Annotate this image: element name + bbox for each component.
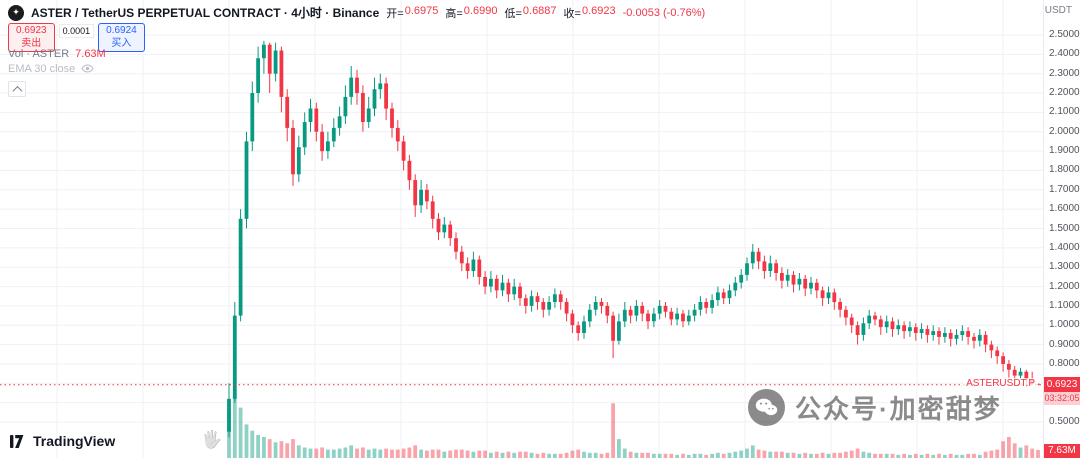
indicator-legend: Vol · ASTER 7.63M EMA 30 close xyxy=(8,46,106,97)
price-axis-label: 2.5000 xyxy=(1049,29,1080,40)
price-axis-label: 1.2000 xyxy=(1049,280,1080,292)
ema-legend-row[interactable]: EMA 30 close xyxy=(8,61,106,76)
price-axis-label: 1.0000 xyxy=(1049,319,1080,331)
volume-axis-badge: 7.63M xyxy=(1044,444,1080,458)
ohlc-row: 开= 0.6975 高= 0.6990 低= 0.6887 收= 0.6923 -0.0… xyxy=(386,5,705,21)
price-axis-label: 2.0000 xyxy=(1049,125,1080,137)
sell-button[interactable]: 0.6923 卖出 xyxy=(8,23,55,52)
volume-legend-label: Vol · ASTER xyxy=(8,47,70,60)
tradingview-logo[interactable]: TradingView xyxy=(10,433,115,449)
eye-icon[interactable] xyxy=(81,64,94,73)
buy-button[interactable]: 0.6924 买入 xyxy=(98,23,145,52)
price-axis-label: 0.9000 xyxy=(1049,338,1080,350)
price-change: -0.0053 (-0.76%) xyxy=(622,6,706,19)
current-price-badge: 0.6923 xyxy=(1044,376,1080,392)
price-axis-label: 1.9000 xyxy=(1049,145,1080,157)
price-axis-label: 2.4000 xyxy=(1049,48,1080,60)
hand-icon: 🖐 xyxy=(201,430,223,449)
price-axis-label: 1.8000 xyxy=(1049,164,1080,176)
chevron-up-icon xyxy=(12,85,22,96)
buy-label: 买入 xyxy=(111,37,132,49)
price-axis-label: 1.5000 xyxy=(1049,222,1080,234)
symbol-logo-icon: ✦ xyxy=(8,4,24,21)
ema-legend-label: EMA 30 close xyxy=(8,62,76,75)
last-price-tag: ASTERUSDT.P xyxy=(963,377,1038,389)
volume-legend-value: 7.63M xyxy=(75,47,106,60)
symbol-title[interactable]: ASTER / TetherUS PERPETUAL CONTRACT · 4小… xyxy=(31,6,380,20)
price-chart-svg[interactable] xyxy=(0,0,1043,458)
buy-price: 0.6924 xyxy=(106,25,137,36)
last-price-symbol: ASTERUSDT.P xyxy=(966,377,1035,389)
chart-header: ✦ ASTER / TetherUS PERPETUAL CONTRACT · … xyxy=(8,4,705,21)
ohlc-high: 高= 0.6990 xyxy=(445,4,498,20)
sell-price: 0.6923 xyxy=(16,25,47,36)
collapse-button[interactable] xyxy=(8,81,26,97)
tradingview-logo-text: TradingView xyxy=(33,433,116,449)
price-axis-label: 1.6000 xyxy=(1049,203,1080,215)
price-axis-label: 2.3000 xyxy=(1049,67,1080,79)
volume-legend-row[interactable]: Vol · ASTER 7.63M xyxy=(8,46,106,61)
watermark: 公众号·加密甜梦 xyxy=(748,389,1002,426)
price-axis-label: 1.4000 xyxy=(1049,241,1080,253)
wechat-icon xyxy=(748,389,785,426)
ohlc-low: 低= 0.6887 xyxy=(504,4,557,20)
watermark-text: 公众号·加密甜梦 xyxy=(795,394,1002,424)
spread-value: 0.0001 xyxy=(58,24,95,38)
sell-label: 卖出 xyxy=(21,37,42,49)
price-axis-label: 1.3000 xyxy=(1049,261,1080,273)
price-axis-label: 2.1000 xyxy=(1049,106,1080,118)
price-axis-label: 1.1000 xyxy=(1049,299,1080,311)
price-axis-label: 0.8000 xyxy=(1049,357,1080,369)
price-axis-label: 2.2000 xyxy=(1049,87,1080,99)
price-axis-label: 1.7000 xyxy=(1049,183,1080,195)
trade-panel: 0.6923 卖出 0.0001 0.6924 买入 xyxy=(8,23,145,52)
price-axis-label: 0.5000 xyxy=(1049,416,1080,427)
current-price-stack: 0.6923 03:32:05 xyxy=(1044,376,1080,405)
ohlc-open: 开= 0.6975 xyxy=(386,4,439,20)
tradingview-logo-icon xyxy=(10,434,27,448)
ohlc-close: 收= 0.6923 xyxy=(563,4,616,20)
countdown-badge: 03:32:05 xyxy=(1044,391,1080,405)
quote-currency-label: USDT xyxy=(1044,5,1072,16)
